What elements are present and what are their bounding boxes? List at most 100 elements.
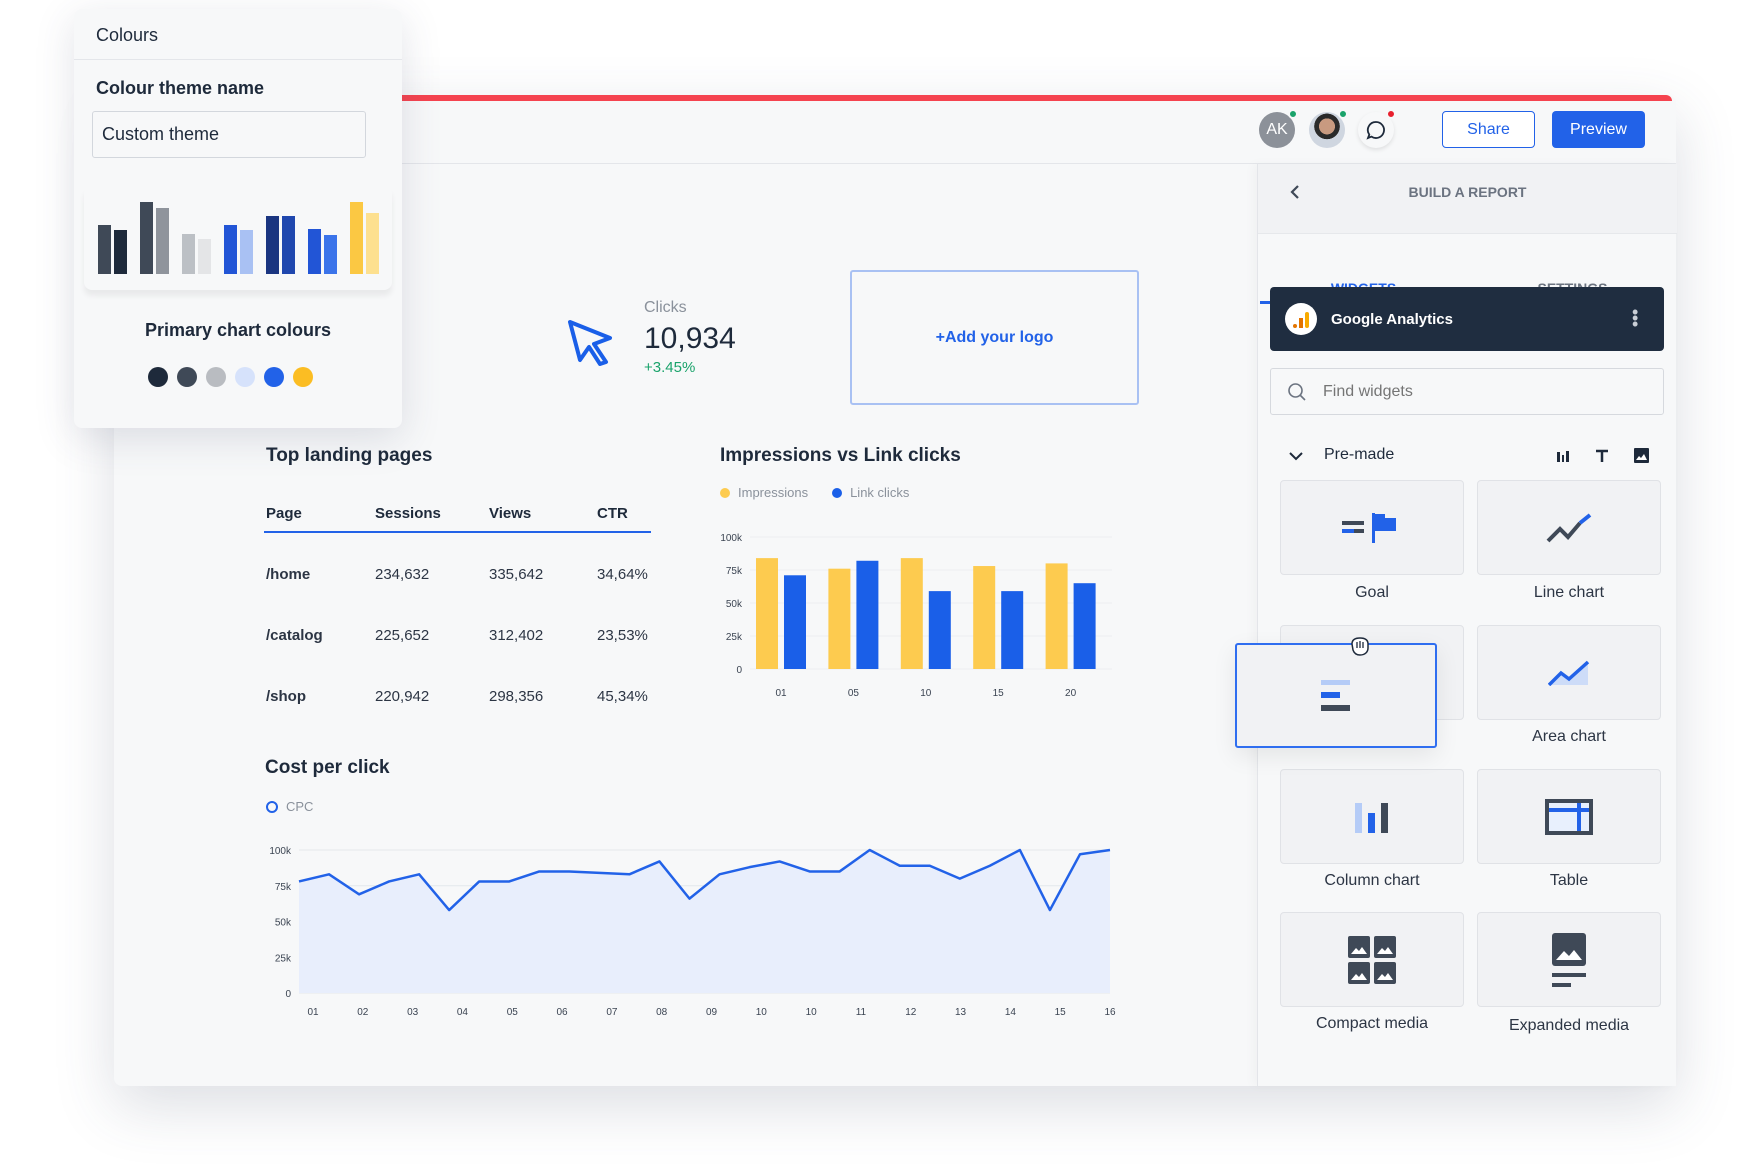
data-source-name: Google Analytics	[1331, 310, 1453, 328]
x-tick-label: 01	[775, 688, 787, 699]
comments-button[interactable]	[1358, 109, 1396, 148]
column-header[interactable]: Views	[489, 505, 532, 522]
cpc-point[interactable]	[717, 871, 723, 877]
cpc-point[interactable]	[476, 878, 482, 884]
widget-compact-media[interactable]	[1280, 912, 1464, 1007]
cpc-point[interactable]	[807, 868, 813, 874]
back-chevron-icon[interactable]	[1288, 184, 1302, 200]
share-button[interactable]: Share	[1442, 111, 1535, 148]
dragged-text-widget[interactable]	[1235, 643, 1437, 748]
colour-swatch[interactable]	[264, 367, 284, 387]
cpc-point[interactable]	[686, 896, 692, 902]
theme-name-label: Colour theme name	[96, 78, 265, 98]
primary-colours-label: Primary chart colours	[144, 320, 332, 340]
cpc-point[interactable]	[747, 864, 753, 870]
widget-area-chart[interactable]	[1477, 625, 1661, 720]
cpc-point[interactable]	[1107, 847, 1113, 853]
cpc-point[interactable]	[596, 870, 602, 876]
column-header[interactable]: CTR	[597, 505, 628, 522]
cpc-point[interactable]	[536, 868, 542, 874]
line-chart-icon	[1546, 512, 1592, 542]
colour-swatch[interactable]	[177, 367, 197, 387]
online-indicator	[1338, 109, 1348, 119]
x-tick-label: 10	[920, 688, 932, 699]
find-widgets-input[interactable]	[1323, 382, 1530, 401]
bar-impressions[interactable]	[756, 558, 778, 669]
find-widgets-search[interactable]	[1270, 368, 1664, 415]
cpc-point[interactable]	[1077, 851, 1083, 857]
cpc-point[interactable]	[566, 868, 572, 874]
bar-impressions[interactable]	[1045, 563, 1068, 669]
x-tick-label: 07	[606, 1007, 618, 1018]
cpc-point[interactable]	[1047, 907, 1053, 913]
avatar-ak[interactable]: AK	[1259, 109, 1298, 148]
bar-link-clicks[interactable]	[1001, 591, 1024, 669]
preview-bar	[113, 230, 127, 274]
cpc-point[interactable]	[386, 878, 392, 884]
bar-impressions[interactable]	[900, 558, 923, 669]
cpc-line	[298, 848, 1111, 912]
more-options-icon[interactable]: • • •	[1632, 302, 1639, 334]
table-icon	[1545, 798, 1593, 835]
colours-panel: Colours Colour theme name Primary chart …	[74, 9, 402, 428]
x-tick-label: 10	[756, 1007, 768, 1018]
widget-line-chart[interactable]	[1477, 480, 1661, 575]
cpc-point[interactable]	[897, 863, 903, 869]
colour-swatch[interactable]	[235, 367, 255, 387]
cpc-point[interactable]	[356, 891, 362, 897]
column-header[interactable]: Page	[266, 505, 302, 522]
cpc-point[interactable]	[446, 907, 452, 913]
cpc-point[interactable]	[957, 876, 963, 882]
filter-chart-icon[interactable]	[1556, 449, 1570, 463]
y-tick-label: 0	[736, 665, 742, 676]
filter-image-icon[interactable]	[1634, 448, 1649, 463]
add-logo-button[interactable]: +Add your logo	[850, 270, 1139, 405]
colour-swatch[interactable]	[148, 367, 168, 387]
table-cell: 220,942	[375, 688, 430, 705]
cpc-point[interactable]	[867, 847, 873, 853]
bar-link-clicks[interactable]	[784, 575, 806, 669]
preview-bar	[349, 202, 363, 274]
cursor-arrow-icon	[568, 320, 612, 366]
panel-header	[1258, 164, 1677, 234]
cpc-point[interactable]	[506, 878, 512, 884]
cpc-point[interactable]	[656, 858, 662, 864]
bar-link-clicks[interactable]	[928, 591, 951, 669]
colour-swatch[interactable]	[206, 367, 226, 387]
widget-expanded-media[interactable]	[1477, 912, 1661, 1007]
preview-button[interactable]: Preview	[1552, 111, 1645, 148]
cpc-point[interactable]	[777, 858, 783, 864]
data-source-google-analytics[interactable]: Google Analytics • • •	[1270, 287, 1664, 351]
widget-table[interactable]	[1477, 769, 1661, 864]
cpc-point[interactable]	[296, 878, 302, 884]
text-lines-icon	[1321, 679, 1350, 711]
bar-impressions[interactable]	[973, 566, 996, 669]
cpc-point[interactable]	[326, 871, 332, 877]
cpc-point[interactable]	[927, 863, 933, 869]
table-cell: 298,356	[489, 688, 544, 705]
avatar-photo[interactable]	[1309, 109, 1348, 148]
column-header[interactable]: Sessions	[375, 505, 441, 522]
kpi-label: Clicks	[644, 299, 687, 316]
avatar-initials: AK	[1266, 121, 1288, 138]
preview-bar	[181, 233, 195, 274]
cpc-point[interactable]	[626, 871, 632, 877]
filter-text-icon[interactable]	[1595, 449, 1609, 463]
colour-swatch[interactable]	[293, 367, 313, 387]
goal-flag-icon	[1342, 512, 1396, 543]
bar-link-clicks[interactable]	[1073, 583, 1096, 669]
bar-impressions[interactable]	[828, 568, 851, 669]
cpc-point[interactable]	[416, 871, 422, 877]
collapse-chevron-icon[interactable]	[1288, 450, 1304, 462]
x-tick-label: 01	[307, 1007, 319, 1018]
cpc-point[interactable]	[987, 863, 993, 869]
cpc-point[interactable]	[837, 868, 843, 874]
widget-column-chart[interactable]	[1280, 769, 1464, 864]
bar-link-clicks[interactable]	[856, 560, 879, 669]
legend-label-impressions: Impressions	[738, 485, 809, 500]
theme-name-input[interactable]	[92, 111, 366, 158]
chat-bubble-icon	[1366, 121, 1385, 140]
line-chart-title: Cost per click	[265, 757, 390, 778]
widget-goal[interactable]	[1280, 480, 1464, 575]
cpc-point[interactable]	[1017, 847, 1023, 853]
